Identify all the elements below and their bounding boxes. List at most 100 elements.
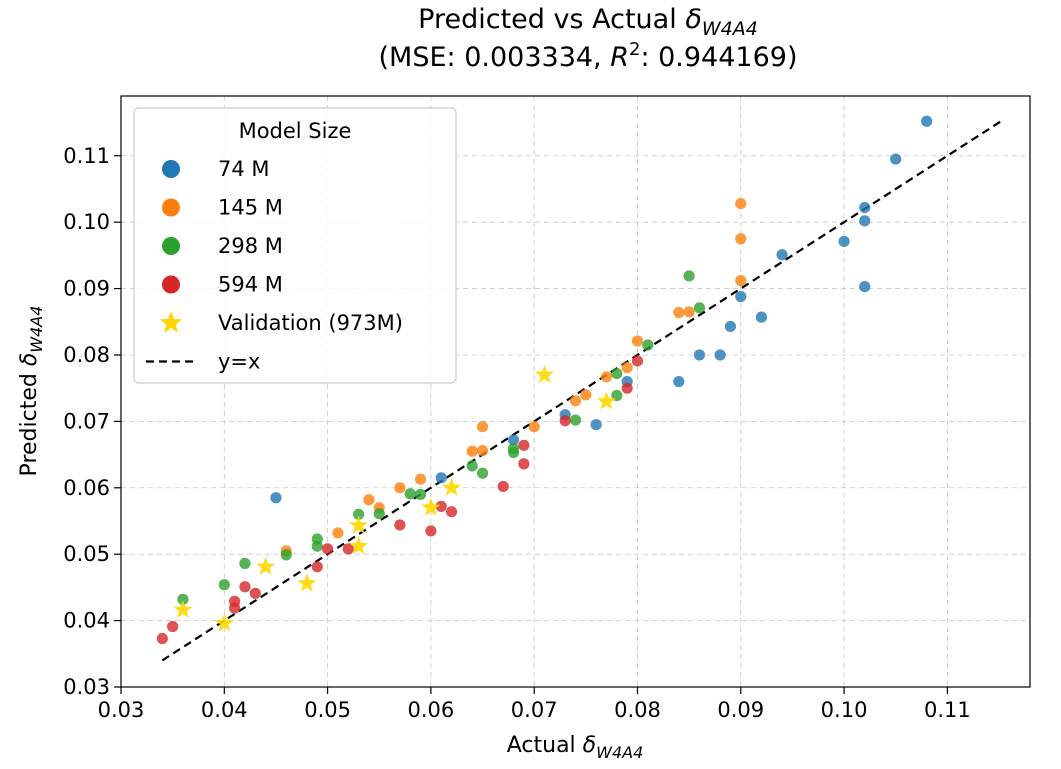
data-point xyxy=(229,602,241,614)
data-point xyxy=(735,197,747,210)
data-point xyxy=(673,375,685,388)
x-tick-label: 0.06 xyxy=(408,698,455,722)
data-point xyxy=(332,527,344,539)
data-point xyxy=(611,367,623,380)
data-point xyxy=(735,275,747,287)
y-tick-label: 0.08 xyxy=(63,343,110,367)
data-point xyxy=(714,349,726,361)
data-point-star xyxy=(173,599,193,619)
data-point xyxy=(693,302,706,314)
data-point xyxy=(342,543,354,555)
data-point xyxy=(859,201,871,214)
data-point xyxy=(507,446,520,459)
data-point xyxy=(311,540,323,552)
data-point xyxy=(156,632,168,645)
x-tick-label: 0.09 xyxy=(717,698,764,722)
data-point xyxy=(724,320,737,333)
y-axis-label: Predicted δW4A4 xyxy=(17,306,46,477)
x-tick-label: 0.03 xyxy=(98,698,145,722)
data-point-star xyxy=(349,515,369,534)
data-point xyxy=(631,335,644,347)
series-3 xyxy=(156,355,644,645)
y-tick-label: 0.06 xyxy=(63,476,110,500)
data-point xyxy=(755,311,768,323)
x-tick-label: 0.11 xyxy=(924,698,971,722)
data-point xyxy=(373,508,385,520)
data-point xyxy=(693,349,706,361)
legend-marker xyxy=(162,275,180,294)
data-point xyxy=(239,557,251,570)
data-point xyxy=(642,339,654,351)
data-point xyxy=(859,215,871,227)
series-4 xyxy=(173,364,616,632)
data-point xyxy=(414,488,427,501)
data-point xyxy=(445,506,458,518)
x-tick-label: 0.10 xyxy=(821,698,868,722)
axis-ticks: 0.03 0.04 0.05 0.06 0.07 0.08 0.09 0.10 0.11 0.03… xyxy=(63,144,971,722)
x-tick-label: 0.08 xyxy=(614,698,661,722)
data-point xyxy=(518,439,530,451)
legend-marker xyxy=(162,237,180,255)
data-point xyxy=(218,579,230,591)
legend-label: y=x xyxy=(218,350,260,374)
data-point-star xyxy=(349,536,369,555)
chart-title-line2: (MSE: 0.003334, R2: 0.944169) xyxy=(379,39,798,73)
y-tick-label: 0.07 xyxy=(63,409,110,433)
data-point xyxy=(321,543,334,555)
data-point-star xyxy=(596,391,616,410)
data-point xyxy=(435,472,447,484)
data-point xyxy=(352,508,365,520)
legend-label: 74 M xyxy=(218,157,270,181)
data-point xyxy=(921,115,933,127)
y-tick-label: 0.03 xyxy=(63,675,110,699)
data-point xyxy=(735,290,747,303)
data-point xyxy=(528,421,540,433)
x-tick-label: 0.07 xyxy=(511,698,558,722)
data-point xyxy=(621,361,633,374)
data-point xyxy=(631,355,644,367)
data-point xyxy=(838,235,850,248)
data-point xyxy=(507,434,520,446)
data-point xyxy=(735,233,747,245)
data-point xyxy=(590,419,602,431)
data-point xyxy=(600,371,613,383)
legend-box xyxy=(133,107,457,384)
data-point xyxy=(280,549,292,561)
data-point xyxy=(466,460,478,472)
legend-marker xyxy=(162,198,180,217)
y-tick-label: 0.10 xyxy=(63,210,110,234)
data-point xyxy=(466,445,478,457)
data-point-star xyxy=(256,556,276,575)
data-point xyxy=(569,414,582,426)
data-point xyxy=(425,525,437,537)
data-point xyxy=(518,458,530,470)
data-point-star xyxy=(421,497,441,516)
data-point xyxy=(497,480,509,493)
data-point-star xyxy=(297,573,317,592)
data-point xyxy=(363,494,375,506)
data-point xyxy=(621,382,633,394)
data-point xyxy=(683,270,695,282)
data-point xyxy=(776,249,788,261)
x-axis-label: Actual δW4A4 xyxy=(507,733,644,762)
data-point xyxy=(394,519,406,531)
legend-items: 74 M 145 M 298 M 594 M Validation (973M) y=x xyxy=(146,157,403,374)
chart-title-line1: Predicted vs Actual δW4A4 xyxy=(418,4,758,40)
data-point xyxy=(177,593,189,605)
data-points xyxy=(156,115,933,645)
y-tick-label: 0.05 xyxy=(63,542,110,566)
data-point xyxy=(435,500,447,512)
data-point-star xyxy=(535,364,555,383)
series-0 xyxy=(270,115,933,504)
legend-title: Model Size xyxy=(239,119,352,143)
data-point xyxy=(476,467,489,479)
data-point xyxy=(890,153,902,165)
legend-label: Validation (973M) xyxy=(218,311,403,335)
data-point xyxy=(683,306,695,318)
data-point xyxy=(476,421,489,433)
x-tick-label: 0.05 xyxy=(304,698,351,722)
legend-marker xyxy=(162,160,180,178)
data-point xyxy=(311,561,323,573)
